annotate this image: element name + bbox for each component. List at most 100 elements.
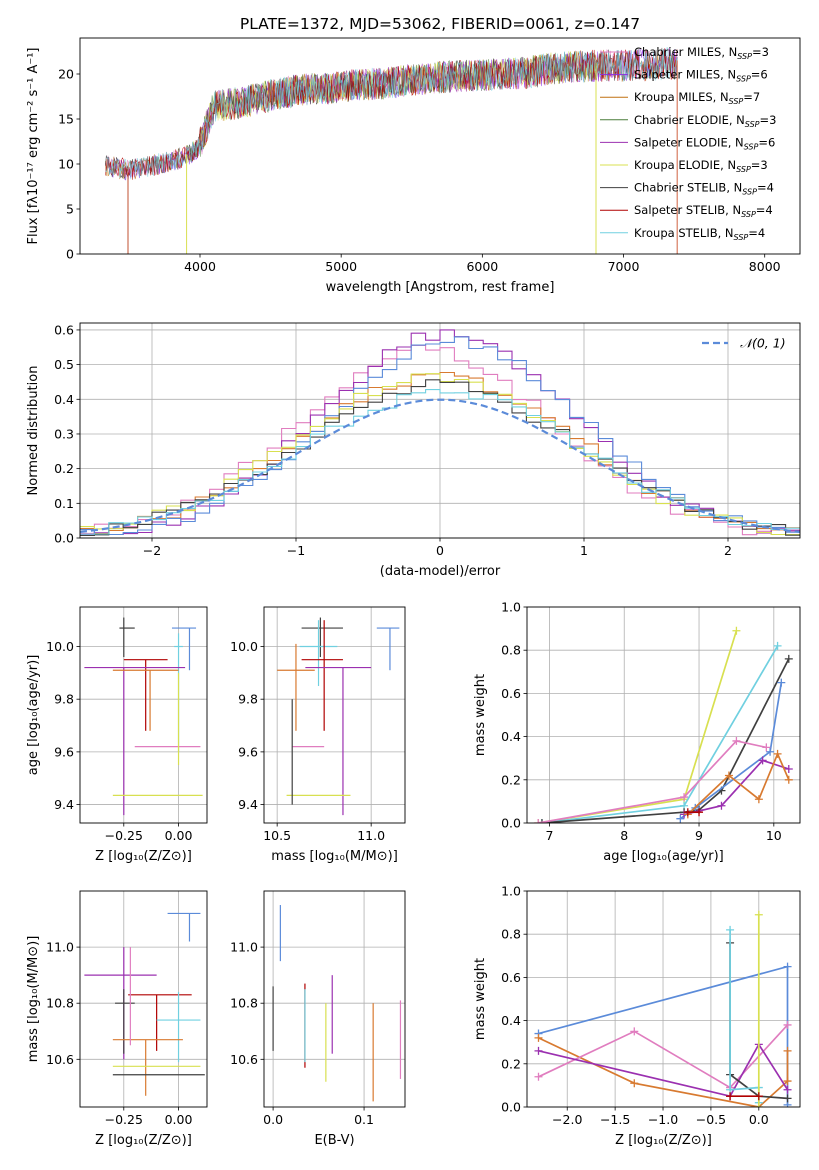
weight-marker: [534, 1033, 543, 1042]
y-tick-label: 0.6: [54, 322, 74, 337]
x-tick-label: 0.00: [165, 828, 193, 843]
axes-frame: [526, 890, 801, 1108]
x-tick-label: −0.25: [105, 828, 143, 843]
legend-entry-tail: =3: [760, 113, 777, 127]
y-tick-label: 0.2: [54, 461, 74, 476]
spectrum-line: [105, 47, 678, 179]
y-tick-label: 0.3: [54, 426, 74, 441]
y-tick-label: 10.6: [46, 1052, 74, 1067]
y-tick-label: 0.6: [501, 970, 521, 985]
weight-marker: [630, 1027, 639, 1036]
plot-area: [105, 47, 678, 254]
weight-marker: [766, 747, 775, 756]
y-tick-label: 0.2: [501, 1056, 521, 1071]
plot-area: [272, 905, 402, 1102]
plot-area: [84, 617, 203, 816]
legend-entry-tail: =3: [752, 45, 769, 59]
y-tick-label: 9.8: [238, 692, 258, 707]
weight-line: [538, 630, 738, 823]
legend-entry-main: Kroupa STELIB, N: [634, 226, 734, 240]
weight-marker: [534, 1072, 543, 1081]
x-tick-label: 7: [545, 828, 553, 843]
y-tick-label: 10.0: [230, 639, 258, 654]
y-tick-label: 10.8: [230, 996, 258, 1011]
weight-marker: [754, 910, 763, 919]
legend-entry-tail: =3: [751, 158, 768, 172]
legend-entry-sub: SSP: [737, 52, 752, 61]
legend-entry-main: Chabrier STELIB, N: [634, 181, 742, 195]
weight-marker: [537, 819, 546, 823]
x-tick-label: 0.00: [165, 1112, 193, 1127]
x-axis-label: mass [log₁₀(M/M⊙)]: [271, 849, 398, 864]
x-tick-label: 9: [695, 828, 703, 843]
x-axis-label: Z [log₁₀(Z/Z⊙)]: [95, 1133, 192, 1148]
x-axis-label: Z [log₁₀(Z/Z⊙)]: [95, 849, 192, 864]
axes-frame: [79, 606, 208, 824]
y-tick-label: 10: [58, 157, 74, 172]
weight-marker: [717, 801, 726, 810]
grid-lines: [527, 606, 800, 824]
y-tick-label: 9.6: [238, 744, 258, 759]
x-tick-label: 8000: [749, 259, 781, 274]
weight-marker: [683, 808, 692, 817]
x-axis-label: Z [log₁₀(Z/Z⊙)]: [615, 1133, 712, 1148]
legend-entry-tail: =6: [758, 135, 775, 149]
y-tick-label: 0.5: [54, 357, 74, 372]
weight-line: [538, 1042, 789, 1098]
y-tick-label: 20: [58, 67, 74, 82]
legend-entry: 𝒩(0, 1): [740, 336, 786, 351]
legend-entry-main: Salpeter MILES, N: [634, 68, 736, 82]
grid-lines: [80, 323, 800, 539]
y-tick-label: 0.2: [501, 772, 521, 787]
legend-entry-tail: =6: [751, 68, 768, 82]
x-tick-label: 0.1: [354, 1112, 374, 1127]
legend-entry-sub: SSP: [742, 188, 757, 197]
legend-entry-main: Salpeter ELODIE, N: [634, 135, 744, 149]
x-tick-label: 8: [620, 828, 628, 843]
plot-area: [277, 617, 400, 816]
legend-entry: Chabrier ELODIE, NSSP=3: [634, 113, 776, 129]
legend-entry-sub: SSP: [741, 210, 756, 219]
x-tick-label: 4000: [184, 259, 216, 274]
weight-marker: [676, 814, 685, 823]
z-weight-panel: −2.0 −1.5 −1.0 −0.5 0.0 0.0 0.2 0.4 0.6 0.8 1.0 Z […: [473, 884, 801, 1148]
y-tick-label: 9.8: [54, 692, 74, 707]
legend-entry: Salpeter MILES, NSSP=6: [634, 68, 768, 84]
y-tick-label: 10.8: [46, 996, 74, 1011]
x-tick-label: 7000: [608, 259, 640, 274]
axes-frame: [79, 322, 801, 539]
legend-entry-sub: SSP: [745, 120, 760, 129]
weight-line: [683, 759, 790, 816]
legend-entry: Salpeter STELIB, NSSP=4: [634, 203, 773, 219]
x-tick-label: 1: [580, 543, 588, 558]
y-tick-label: 10.0: [46, 639, 74, 654]
x-axis-label: wavelength [Angstrom, rest frame]: [326, 280, 555, 295]
x-tick-label: −1: [287, 543, 305, 558]
axes-frame: [526, 606, 801, 824]
x-tick-label: 0.0: [749, 1112, 769, 1127]
legend-entry-tail: =4: [748, 226, 765, 240]
y-tick-label: 5: [66, 202, 74, 217]
weight-marker: [732, 626, 741, 635]
y-tick-label: 0.6: [501, 686, 521, 701]
x-axis-label: E(B-V): [314, 1133, 354, 1148]
x-tick-label: 10.5: [263, 828, 291, 843]
x-tick-label: −1.0: [648, 1112, 678, 1127]
axes-frame: [263, 890, 406, 1108]
weight-marker: [783, 962, 792, 971]
weight-marker: [783, 1020, 792, 1029]
weight-marker: [783, 1094, 792, 1103]
legend-entry: Kroupa STELIB, NSSP=4: [634, 226, 765, 242]
legend-entry-tail: =4: [756, 203, 773, 217]
weight-marker: [783, 1046, 792, 1055]
y-tick-label: 1.0: [501, 884, 521, 899]
residuals-panel: −2 −1 0 1 2 0.0 0.1 0.2 0.3 0.4 0.5 0.6 (data-model)…: [26, 322, 801, 579]
y-tick-label: 0.8: [501, 643, 521, 658]
weight-marker: [783, 1077, 792, 1086]
weight-marker: [724, 771, 733, 780]
grid-lines: [80, 607, 207, 823]
spectrum-line: [105, 47, 678, 180]
x-tick-label: 2: [724, 543, 732, 558]
legend-entry-main: Chabrier MILES, N: [634, 45, 737, 59]
